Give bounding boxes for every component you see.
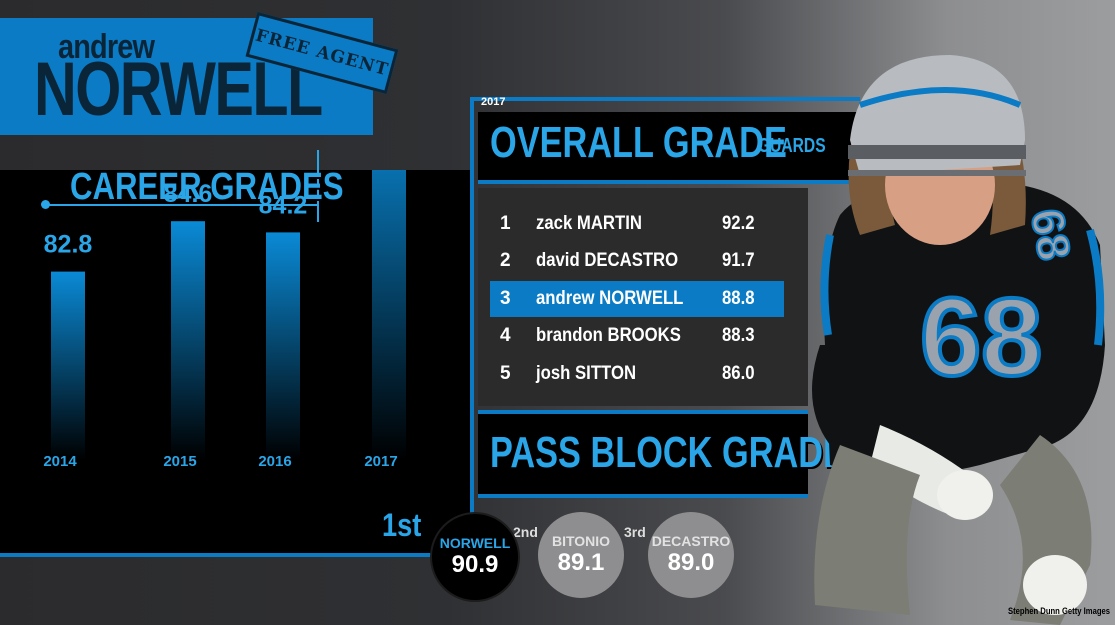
ranking-row: 3 andrew NORWELL 88.8: [490, 281, 784, 317]
pass-block-first-grade: 90.9: [451, 551, 499, 578]
pass-block-second-name: BITONIO: [551, 533, 611, 549]
ranking-rank: 1: [500, 213, 511, 234]
jersey-number-front: 68: [920, 276, 1042, 399]
ranking-frame: [470, 97, 860, 557]
ranking-row: 5 josh SITTON 86.0: [490, 356, 784, 392]
bar-value-label: 84.6: [164, 180, 213, 208]
photo-credit: Stephen Dunn Getty Images: [1008, 606, 1111, 616]
overall-grade-title: OVERALL GRADE: [490, 118, 787, 167]
pass-block-title: PASS BLOCK GRADE: [490, 428, 846, 477]
bar-value-label: 82.8: [44, 231, 93, 259]
ranking-grade: 91.7: [722, 250, 755, 271]
category-label-2015: 2015: [163, 453, 196, 470]
title-divider-dot: [41, 200, 50, 209]
pass-block-third-name: DECASTRO: [651, 533, 731, 549]
jersey-number-sleeve: 68: [1021, 205, 1081, 264]
ranking-rank: 5: [500, 363, 511, 384]
pass-block-second-circle: BITONIO 89.1: [538, 512, 624, 598]
title-divider-horizontal: [45, 204, 317, 206]
ranking-player-name: brandon BROOKS: [536, 325, 681, 346]
first-place-label: 1st: [382, 507, 422, 543]
category-label-2014: 2014: [43, 453, 77, 470]
career-grades-title: CAREER GRADES: [70, 166, 344, 208]
category-label-2017: 2017: [364, 453, 397, 470]
overall-grade-header: [478, 112, 858, 184]
ranking-row: 1 zack MARTIN 92.2: [490, 206, 784, 242]
pass-block-third-circle: DECASTRO 89.0: [648, 512, 734, 598]
bottom-accent-line: [0, 553, 470, 557]
second-place-label: 2nd: [513, 524, 538, 540]
bar-2017: [372, 170, 406, 460]
title-divider-vertical: [317, 150, 319, 222]
pass-block-third-grade: 89.0: [667, 549, 715, 576]
player-photo: 68 68: [812, 55, 1105, 625]
ranking-grade: 88.8: [722, 288, 755, 309]
ranking-player-name: zack MARTIN: [536, 213, 642, 234]
ranking-row: 4 brandon BROOKS 88.3: [490, 318, 784, 354]
ranking-player-name: david DECASTRO: [536, 250, 679, 271]
bar-2016: [266, 232, 300, 460]
bar-2014: [51, 271, 85, 460]
ranking-year: 2017: [481, 96, 506, 108]
ranking-grade: 88.3: [722, 325, 755, 346]
ranking-rank: 4: [500, 325, 511, 346]
bar-2015: [171, 221, 205, 460]
ranking-grade: 92.2: [722, 213, 755, 234]
category-label-2016: 2016: [258, 453, 291, 470]
pass-block-first-name: NORWELL: [439, 535, 511, 551]
pass-block-first-circle: NORWELL 90.9: [430, 512, 520, 602]
player-first-name: andrew: [58, 28, 155, 66]
ranking-player-name: josh SITTON: [536, 363, 637, 384]
ranking-grade: 86.0: [722, 363, 755, 384]
third-place-label: 3rd: [624, 524, 646, 540]
overall-grade-subtitle: GUARDS: [758, 135, 826, 157]
ranking-rank: 3: [500, 288, 511, 309]
pass-block-header: [478, 410, 808, 498]
ranking-row: 2 david DECASTRO 91.7: [490, 243, 784, 279]
ranking-player-name: andrew NORWELL: [536, 288, 684, 309]
bar-value-label: 84.2: [259, 191, 308, 219]
pass-block-second-grade: 89.1: [557, 549, 605, 576]
ranking-rank: 2: [500, 250, 511, 271]
